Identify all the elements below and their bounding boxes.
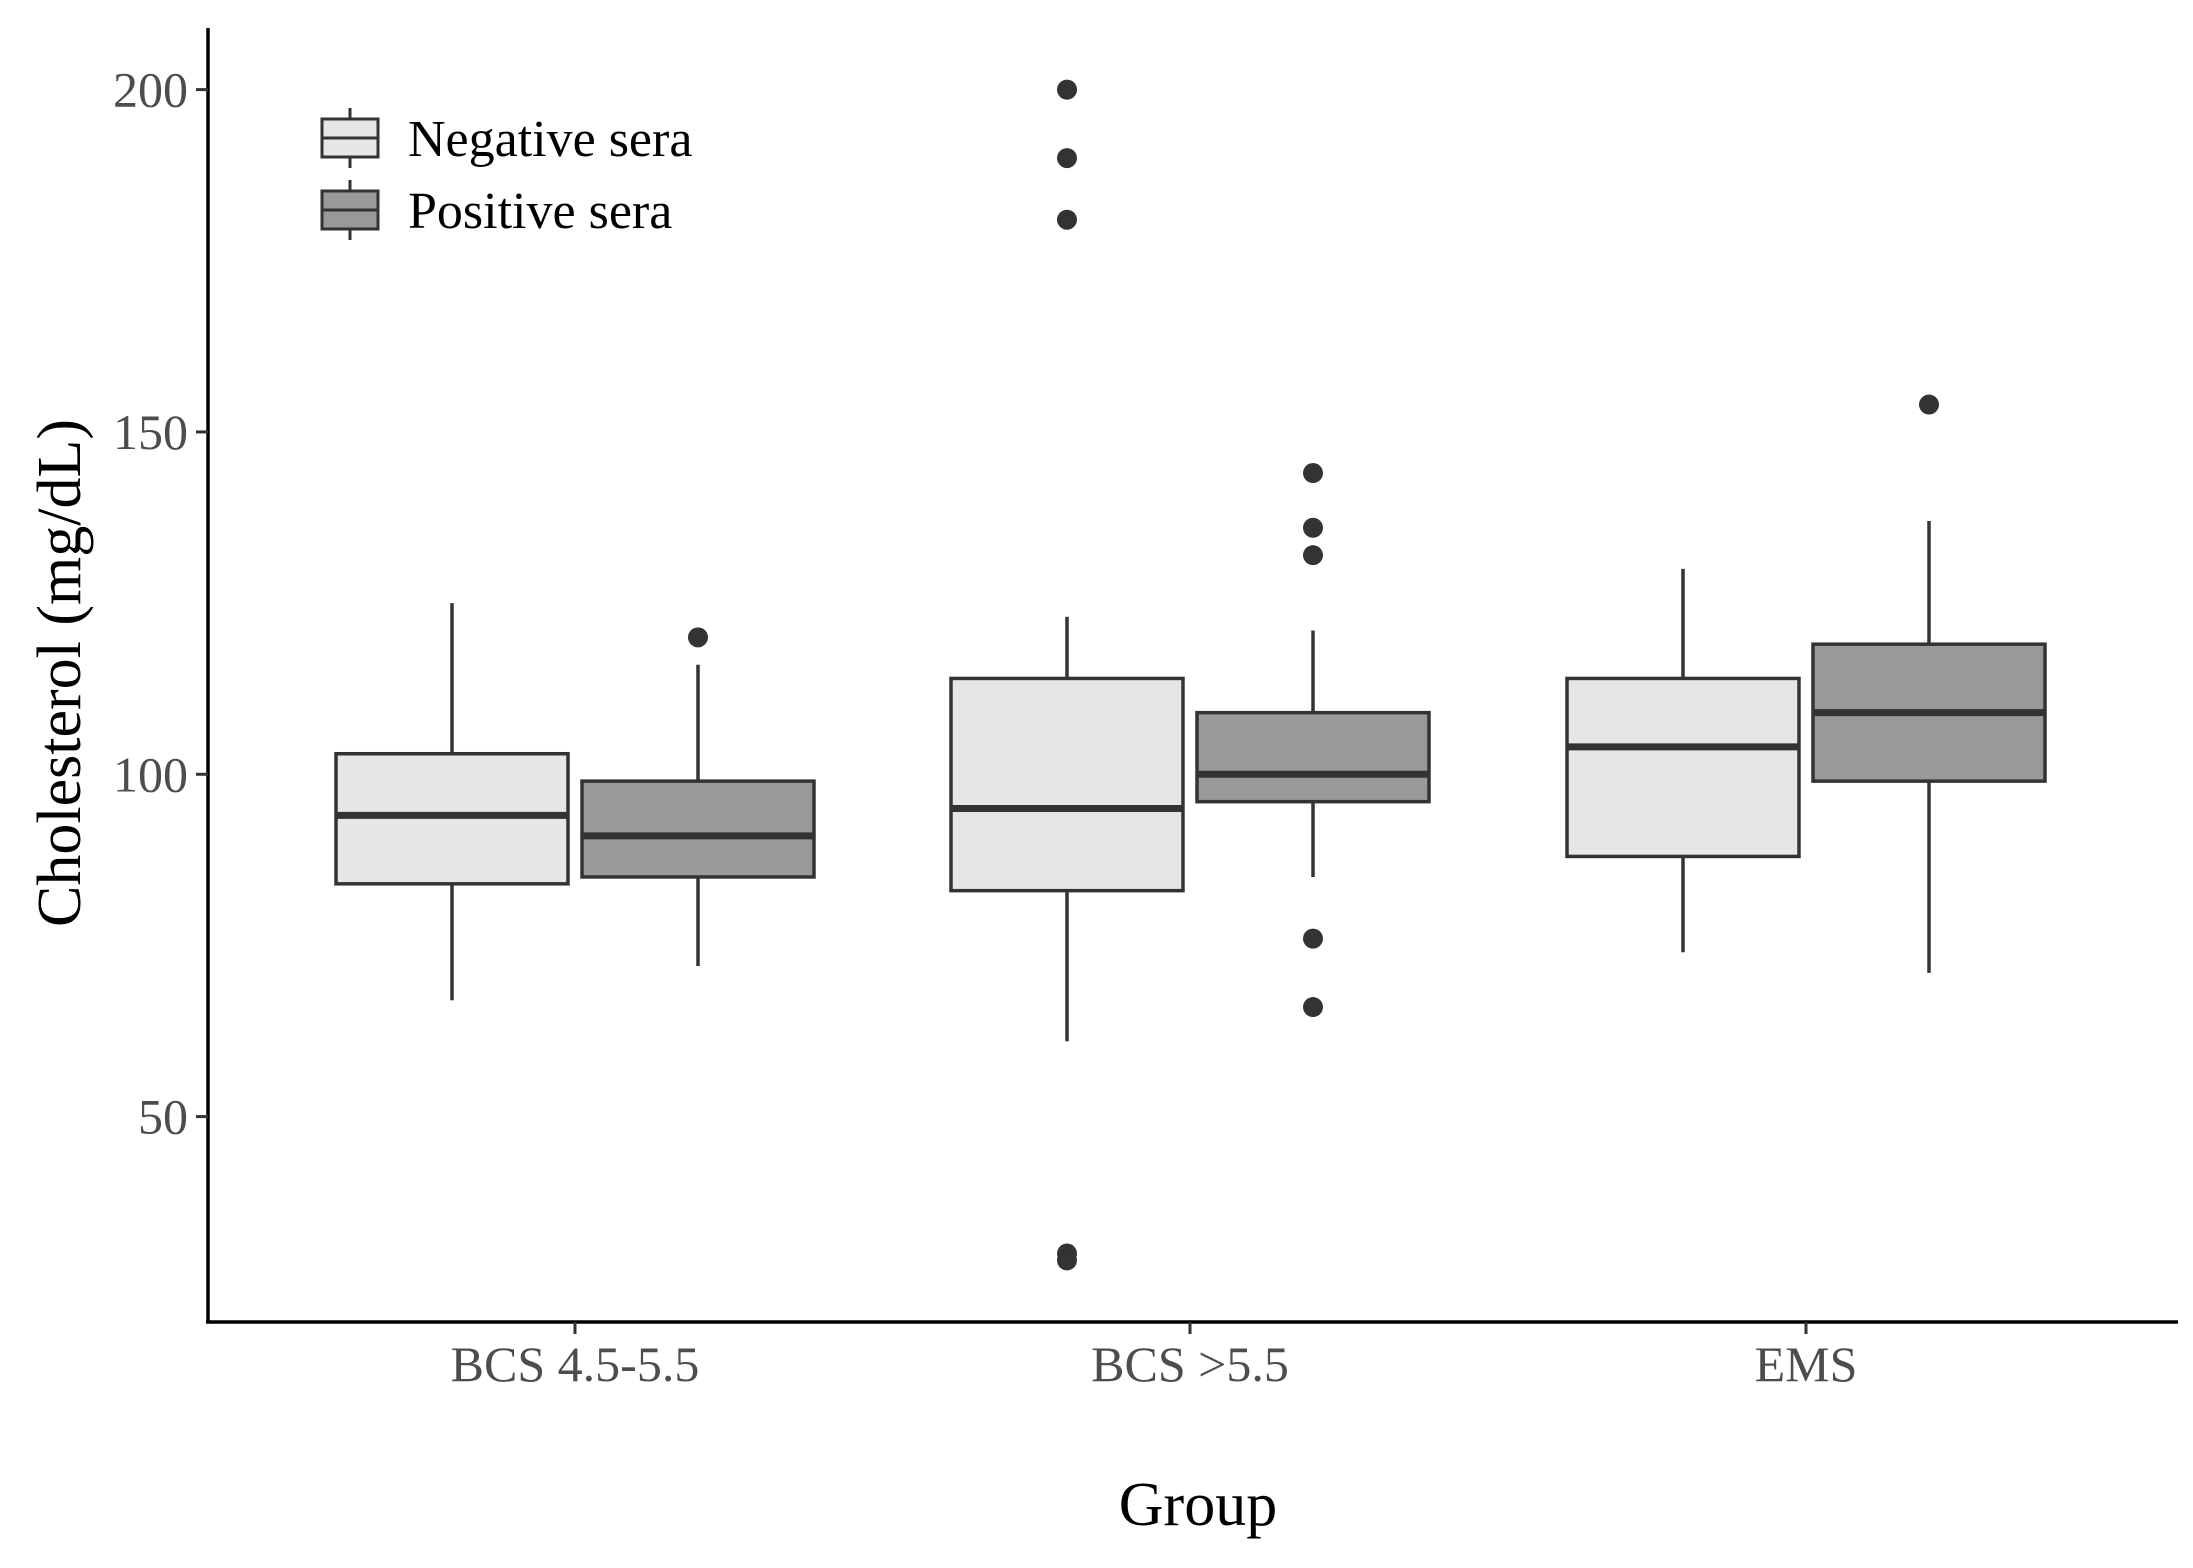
- x-tick-label: BCS >5.5: [1091, 1336, 1289, 1392]
- outlier-point: [1057, 1250, 1077, 1271]
- x-tick-label: BCS 4.5-5.5: [451, 1336, 700, 1392]
- outlier-point: [1303, 997, 1323, 1018]
- boxplot: [1811, 394, 2047, 973]
- legend-item: Negative sera: [320, 108, 692, 168]
- legend-item: Positive sera: [320, 180, 672, 240]
- legend-label: Positive sera: [408, 183, 672, 240]
- box-iqr: [1195, 710, 1431, 804]
- outlier-point: [1303, 545, 1323, 566]
- y-tick-label: 100: [113, 746, 188, 802]
- y-tick-label: 200: [113, 62, 188, 118]
- outlier-point: [1303, 517, 1323, 538]
- box-iqr: [580, 779, 816, 879]
- x-axis-ticks: BCS 4.5-5.5 BCS >5.5 EMS: [451, 1322, 1858, 1392]
- boxplot: [949, 79, 1185, 1271]
- x-axis-title: Group: [1119, 1471, 1277, 1539]
- boxplot: [334, 603, 570, 1001]
- outlier-point: [1057, 209, 1077, 230]
- boxplot: [580, 627, 816, 966]
- outlier-point: [1303, 463, 1323, 484]
- box-iqr: [1565, 676, 1801, 859]
- outlier-point: [1303, 928, 1323, 949]
- boxplot: [1565, 568, 1801, 953]
- legend: Negative sera Positive sera: [320, 108, 692, 240]
- y-tick-label: 150: [113, 404, 188, 460]
- boxplot: [1195, 463, 1431, 1018]
- plot-area: [334, 79, 2047, 1271]
- x-tick-label: EMS: [1755, 1336, 1858, 1392]
- y-axis-title: Cholesterol (mg/dL): [26, 419, 94, 927]
- outlier-point: [1057, 79, 1077, 100]
- box-iqr: [949, 676, 1185, 893]
- y-tick-label: 50: [138, 1089, 188, 1145]
- legend-label: Negative sera: [408, 111, 692, 168]
- y-axis-ticks: 50 100 150 200: [113, 62, 208, 1145]
- outlier-point: [688, 627, 708, 648]
- outlier-point: [1057, 148, 1077, 169]
- outlier-point: [1919, 394, 1939, 415]
